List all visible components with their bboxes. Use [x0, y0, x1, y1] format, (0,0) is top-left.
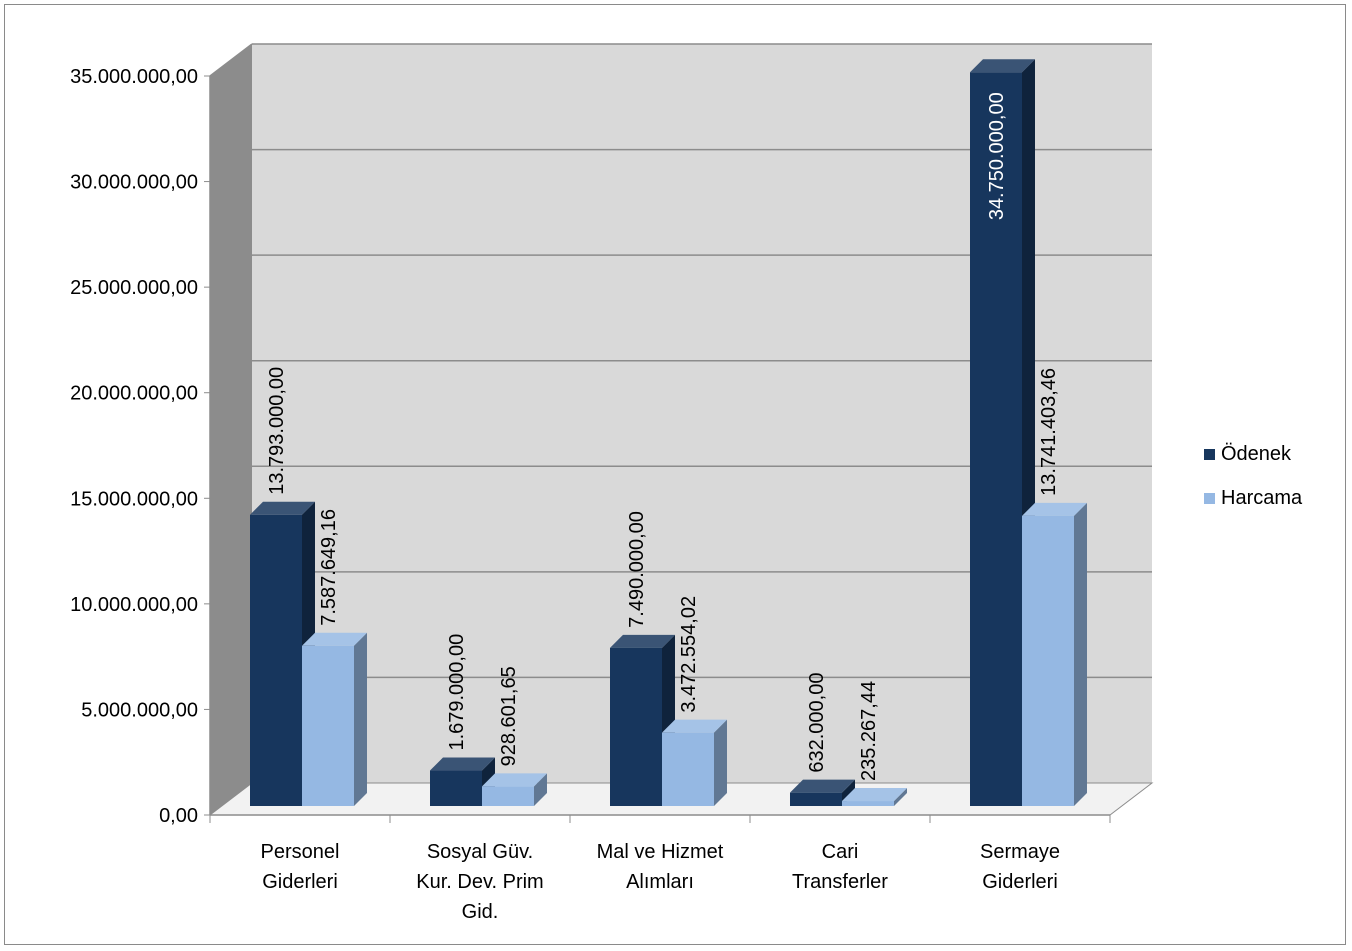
data-label: 632.000,00 — [806, 673, 828, 773]
gridline-side — [209, 676, 253, 711]
y-tick-label: 20.000.000,00 — [70, 383, 198, 405]
legend-label-harcama: Harcama — [1221, 486, 1303, 509]
bar-top — [842, 788, 907, 802]
bar-harcama-4 — [1022, 515, 1074, 806]
bar-side — [894, 788, 907, 806]
bar-side — [1074, 502, 1087, 806]
bar-denek-3 — [790, 792, 842, 806]
legend: Ödenek Harcama — [1204, 442, 1302, 530]
x-tick-label: Mal ve Hizmet — [597, 841, 724, 863]
bar-top — [302, 632, 367, 646]
bar-side — [714, 719, 727, 806]
bar-top — [662, 719, 727, 733]
bar-top — [1022, 502, 1087, 516]
data-label: 3.472.554,02 — [678, 596, 700, 713]
x-tick-label: Sermaye — [980, 841, 1060, 863]
y-tick-label: 10.000.000,00 — [70, 594, 198, 616]
x-tick-label: Giderleri — [982, 871, 1058, 893]
bar-top — [970, 59, 1035, 73]
legend-label-odenek: Ödenek — [1221, 442, 1292, 465]
bar-denek-1 — [430, 770, 482, 806]
data-label: 13.793.000,00 — [266, 367, 288, 495]
data-label: 13.741.403,46 — [1038, 368, 1060, 496]
bar-harcama-2 — [662, 732, 714, 806]
y-tick-label: 5.000.000,00 — [81, 699, 198, 721]
x-tick-label: Kur. Dev. Prim — [416, 871, 543, 893]
legend-swatch-odenek — [1204, 448, 1215, 460]
data-label: 928.601,65 — [498, 666, 520, 766]
y-tick-label: 35.000.000,00 — [70, 66, 198, 88]
x-tick-label: Sosyal Güv. — [427, 841, 533, 863]
data-label: 7.587.649,16 — [318, 509, 340, 626]
bar-denek-4 — [970, 72, 1022, 807]
gridline-side — [209, 465, 253, 499]
gridline-side — [209, 571, 253, 605]
y-tick-label: 25.000.000,00 — [70, 277, 198, 299]
bar-harcama-3 — [842, 801, 894, 806]
data-label: 235.267,44 — [858, 681, 880, 781]
x-tick-label: Transferler — [792, 871, 888, 893]
bar-harcama-1 — [482, 786, 534, 806]
back-wall — [252, 44, 1152, 783]
data-label: 34.750.000,00 — [986, 92, 1008, 220]
y-tick-label: 0,00 — [159, 805, 198, 827]
data-label: 7.490.000,00 — [626, 511, 648, 628]
bar-top — [250, 501, 315, 515]
gridline-side — [209, 43, 253, 77]
bar-top — [430, 757, 495, 771]
bar-top — [482, 773, 547, 787]
legend-swatch-harcama — [1204, 492, 1215, 504]
side-wall — [210, 44, 252, 815]
gridline-side — [209, 148, 253, 183]
bar-top — [610, 634, 675, 648]
bar-side — [354, 632, 367, 806]
bar-side — [534, 773, 547, 806]
y-tick-label: 30.000.000,00 — [70, 172, 198, 194]
x-tick-label: Alımları — [626, 871, 694, 893]
bar-denek-2 — [610, 647, 662, 806]
data-label: 1.679.000,00 — [446, 634, 468, 751]
gridline-side — [209, 254, 253, 288]
y-tick-label: 15.000.000,00 — [70, 488, 198, 510]
x-tick-label: Giderleri — [262, 871, 338, 893]
bar-denek-0 — [250, 514, 302, 806]
legend-item-odenek: Ödenek — [1204, 442, 1302, 466]
x-tick-label: Personel — [261, 841, 340, 863]
x-tick-label: Cari — [822, 841, 859, 863]
bar-top — [790, 779, 855, 793]
x-tick-label: Gid. — [462, 901, 499, 923]
gridline-side — [209, 360, 253, 394]
bar-harcama-0 — [302, 645, 354, 806]
legend-item-harcama: Harcama — [1204, 486, 1302, 510]
